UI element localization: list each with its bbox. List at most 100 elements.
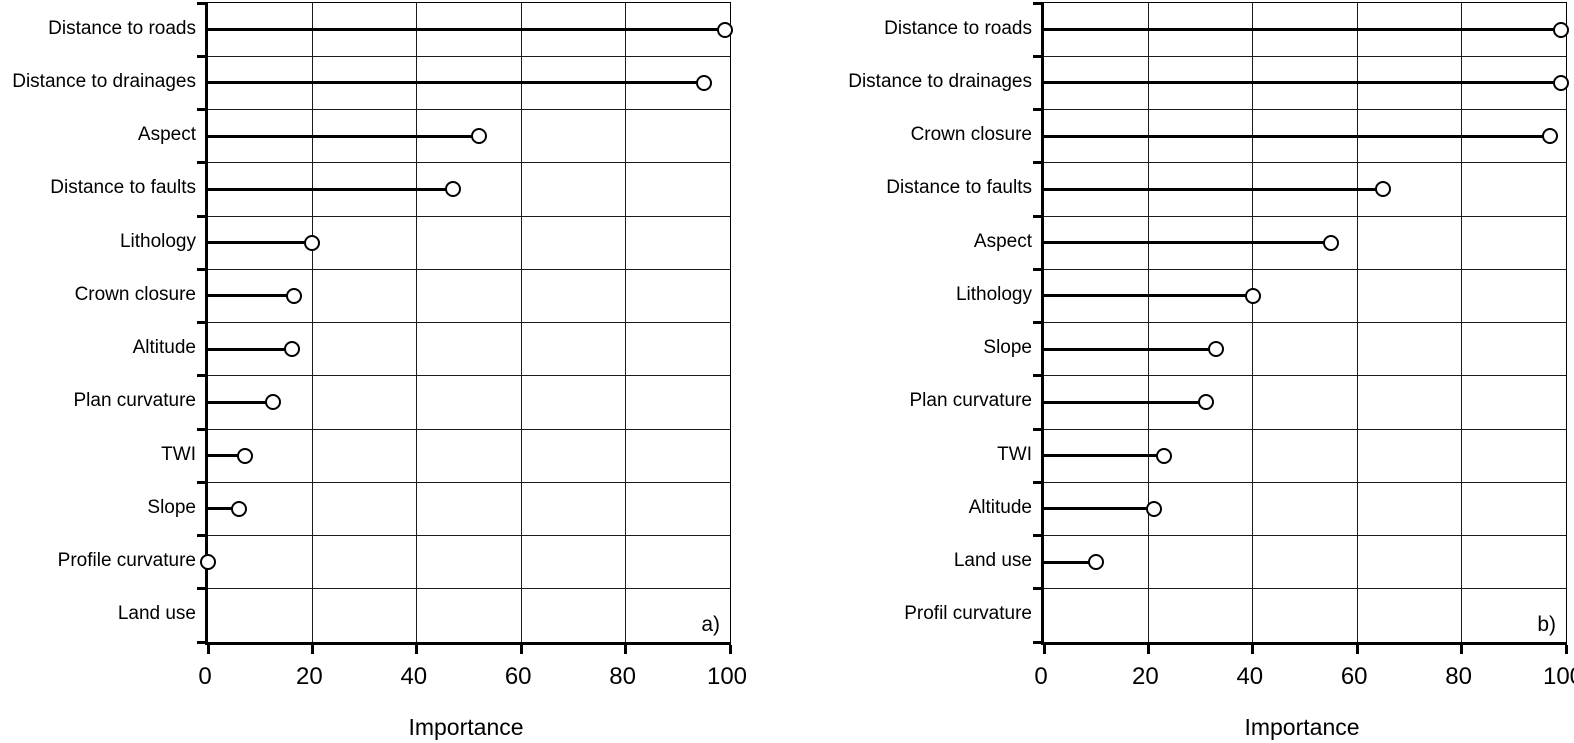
lollipop-stem: [1044, 241, 1332, 245]
y-axis-tick: [197, 427, 205, 431]
lollipop-marker-circle: [265, 394, 282, 411]
x-axis-tick: [310, 645, 314, 654]
lollipop-marker-circle: [1552, 21, 1569, 38]
gridline-horizontal: [1044, 375, 1566, 377]
gridline-vertical: [1252, 3, 1254, 642]
lollipop-stem: [1044, 454, 1165, 458]
y-axis-tick: [1033, 214, 1041, 218]
plot-area-a: a): [197, 1, 733, 654]
y-axis-tick: [197, 374, 205, 378]
gridline-vertical: [1147, 3, 1149, 642]
y-axis-tick: [197, 321, 205, 324]
lollipop-stem: [1044, 560, 1097, 564]
x-axis-tick-label: 40: [400, 663, 428, 690]
gridline-horizontal: [1044, 588, 1566, 590]
gridline-horizontal: [208, 481, 730, 483]
gridline-horizontal: [208, 109, 730, 110]
panel-label-b: b): [1537, 613, 1556, 636]
lollipop-marker-circle: [1145, 500, 1162, 517]
lollipop-stem: [1044, 347, 1217, 351]
lollipop-stem: [208, 81, 704, 85]
category-label: Land use: [117, 603, 196, 625]
gridline-horizontal: [1044, 162, 1566, 164]
gridline-horizontal: [208, 268, 730, 270]
plot-area-b: b): [1033, 1, 1569, 654]
category-label: TWI: [161, 443, 196, 465]
x-axis-tick-label: 20: [1132, 663, 1159, 690]
lollipop-marker-circle: [200, 554, 216, 571]
x-axis-tick-label: 0: [198, 663, 212, 690]
category-label: Plan curvature: [73, 390, 196, 412]
y-axis-tick: [1033, 374, 1041, 378]
x-axis-tick-label: 80: [1445, 663, 1472, 690]
x-axis-tick: [1564, 645, 1568, 654]
gridline-horizontal: [208, 588, 730, 590]
gridline-horizontal: [208, 215, 730, 217]
lollipop-stem: [208, 294, 295, 298]
lollipop-marker-circle: [716, 21, 733, 38]
chart-panel-b: b) Importance 0 20 40 60 80 100 Distance to ro…: [787, 0, 1574, 743]
x-axis-tick: [624, 645, 628, 654]
x-axis-tick: [206, 645, 210, 654]
x-axis-tick-label: 60: [504, 663, 532, 690]
category-label: Altitude: [968, 496, 1032, 518]
lollipop-stem: [1044, 134, 1551, 138]
y-axis-tick: [1033, 534, 1041, 537]
x-axis-title-b: Importance: [1244, 714, 1360, 740]
category-label: Distance to faults: [886, 177, 1032, 199]
gridline-horizontal: [208, 535, 730, 536]
lollipop-marker-circle: [1197, 394, 1214, 411]
category-label: Altitude: [132, 337, 196, 359]
y-axis-tick: [1033, 427, 1041, 431]
panel-label-a: a): [701, 613, 720, 636]
category-label: Distance to roads: [48, 17, 196, 39]
y-axis-tick: [1033, 321, 1041, 324]
lollipop-marker-circle: [1375, 181, 1392, 198]
gridline-vertical: [1461, 3, 1463, 642]
gridline-horizontal: [1044, 268, 1566, 270]
lollipop-stem: [208, 454, 245, 458]
category-label: Distance to faults: [50, 177, 196, 199]
y-axis-tick: [197, 214, 205, 218]
lollipop-marker-circle: [1244, 287, 1261, 304]
y-axis-tick: [1033, 267, 1041, 271]
x-axis-tick-label: 80: [609, 663, 636, 690]
gridline-vertical: [625, 3, 627, 642]
category-label: Slope: [983, 337, 1032, 359]
x-axis-tick-label: 100: [706, 663, 748, 690]
lollipop-stem: [1044, 81, 1561, 85]
gridline-vertical: [520, 3, 522, 642]
category-label: Profil curvature: [904, 603, 1032, 625]
gridline-horizontal: [208, 322, 730, 323]
gridline-horizontal: [1044, 55, 1566, 57]
y-axis-tick: [197, 640, 205, 644]
lollipop-marker-circle: [471, 128, 488, 145]
category-label: TWI: [997, 443, 1032, 465]
category-label: Aspect: [137, 124, 196, 146]
category-label: Distance to drainages: [12, 70, 196, 92]
x-axis-tick-label: 60: [1340, 663, 1368, 690]
category-label: Distance to drainages: [848, 70, 1032, 92]
lollipop-marker-circle: [1542, 128, 1559, 145]
lollipop-stem: [208, 187, 454, 191]
y-axis-tick: [197, 54, 205, 58]
gridline-vertical: [1356, 3, 1358, 642]
y-axis-tick: [197, 161, 205, 165]
y-axis-tick: [197, 587, 205, 591]
category-label: Crown closure: [910, 124, 1032, 146]
x-axis-tick: [1251, 645, 1255, 654]
x-axis-tick: [1146, 645, 1150, 654]
lollipop-stem: [208, 241, 313, 245]
gridline-horizontal: [208, 375, 730, 377]
lollipop-marker-circle: [286, 287, 303, 304]
gridline-horizontal: [208, 428, 730, 430]
y-axis-tick: [1033, 640, 1041, 644]
y-axis-tick: [1033, 54, 1041, 58]
gridline-horizontal: [1044, 535, 1566, 536]
gridline-horizontal: [1044, 215, 1566, 217]
y-axis-tick: [1033, 1, 1041, 5]
lollipop-stem: [208, 134, 480, 138]
lollipop-marker-circle: [1156, 447, 1173, 464]
lollipop-marker-circle: [695, 74, 712, 91]
